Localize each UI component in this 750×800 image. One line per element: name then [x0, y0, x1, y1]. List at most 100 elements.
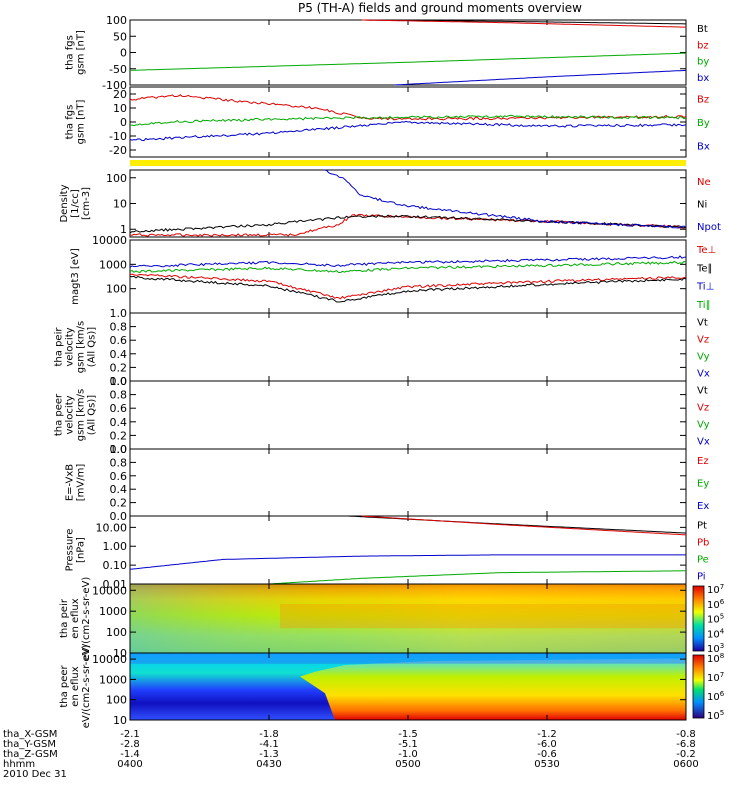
legend-label-Vy: Vy [697, 352, 710, 363]
spectrogram-hot-region [300, 658, 686, 720]
y-axis-label-line: eV/(cm2-s-sr-eV) [81, 645, 92, 729]
colorbar-label: 105 [707, 613, 724, 626]
legend-label-Ey: Ey [697, 479, 709, 490]
legend-label-Ni: Ni [697, 200, 707, 211]
y-tick-label: 100 [106, 172, 127, 185]
y-axis-label-line: [nPa] [76, 537, 87, 563]
legend-label-Vz: Vz [697, 335, 709, 346]
panel-8: 10.00 1.00 0.10 0.01 Pressure [nPa] Pt Pb Pe Pi [65, 515, 709, 591]
series-line-Pi [129, 554, 686, 570]
plot-title: P5 (TH-A) fields and ground moments over… [298, 1, 582, 15]
y-tick-label: 100 [106, 626, 127, 639]
panel-3: 100 10 1 Density [1/cc] [cm-3] Ne Ni Npot [59, 169, 721, 238]
y-tick-label: 0.2 [110, 361, 128, 374]
y-axis-label-line: tha fgs [65, 105, 76, 140]
y-axis-label: tha fgs gsm [nT] [65, 30, 87, 75]
time-axis-value: -0.2 [676, 749, 696, 760]
y-axis-label-line: tha peer [59, 664, 70, 707]
y-axis-label: Density [1/cc] [cm-3] [59, 184, 92, 222]
y-tick-label: 0.4 [110, 483, 128, 496]
y-axis-label-line: velocity [65, 327, 76, 366]
time-axis-value: -1.5 [398, 729, 418, 740]
series-line-Te⊥ [129, 273, 687, 300]
legend-label-Ez: Ez [697, 456, 709, 467]
series-line-by [129, 52, 686, 71]
y-tick-label: 100 [106, 14, 127, 27]
panel-frame [129, 239, 687, 314]
series-line-Ti⊥ [129, 255, 687, 268]
y-tick-label: -10 [109, 130, 127, 143]
y-tick-label: -20 [109, 144, 127, 157]
time-axis-row-label: tha_Z-GSM [3, 749, 58, 760]
y-axis-label-line: tha peir [59, 598, 70, 638]
time-axis-value: 0530 [534, 759, 559, 770]
y-tick-label: 0.4 [110, 416, 128, 429]
y-axis-label: tha peer velocity gsm [km/s (All Qs)] [54, 389, 98, 442]
legend-label-Vx: Vx [697, 437, 710, 448]
panel-1: 100 50 0 -50 -100 tha fgs gsm [nT] Bt bz by bx [65, 14, 710, 92]
time-axis-value: -1.3 [259, 749, 279, 760]
legend-label-Ti∥: Ti∥ [696, 300, 711, 311]
y-tick-label: -100 [102, 79, 127, 92]
y-axis-label-line: [cm-3] [81, 187, 92, 220]
y-tick-label: 0 [120, 47, 127, 60]
y-tick-label: 100 [106, 694, 127, 707]
y-tick-label: 10000 [92, 584, 127, 597]
legend-label-Pt: Pt [697, 521, 707, 532]
time-axis-value: -1.2 [537, 729, 557, 740]
series-line-Ti∥ [129, 260, 687, 274]
time-axis-value: -4.1 [259, 739, 279, 750]
y-axis-label-line: Density [59, 184, 70, 222]
y-tick-label: 0 [120, 116, 127, 129]
y-axis-label: E=-VxB [mV/m] [65, 464, 87, 502]
legend-label-Ex: Ex [697, 501, 709, 512]
y-tick-label: 10 [113, 647, 127, 660]
legend-label-Pe: Pe [697, 555, 709, 566]
series-line-Bz [129, 94, 687, 121]
legend-label-bx: bx [697, 73, 709, 84]
legend-label-by: by [697, 57, 709, 68]
y-tick-label: 1.0 [110, 443, 128, 456]
y-tick-label: 1000 [99, 673, 127, 686]
legend-label-Pb: Pb [697, 538, 709, 549]
colorbar-label: 105 [707, 709, 724, 722]
y-axis-label-line: velocity [65, 395, 76, 434]
y-axis-label-line: tha fgs [65, 35, 76, 70]
legend-label-bz: bz [697, 40, 709, 51]
time-axis-value: -2.1 [120, 729, 140, 740]
y-axis-label-line: [mV/m] [76, 464, 87, 502]
y-axis-label: tha peir velocity gsm [km/s (All Qs)] [54, 321, 98, 374]
y-tick-label: 1000 [99, 605, 127, 618]
y-tick-label: 0.8 [110, 321, 128, 334]
series-line-bx [394, 69, 687, 86]
y-tick-label: 1.0 [110, 307, 128, 320]
y-tick-label: 10 [113, 102, 127, 115]
y-tick-label: 0.2 [110, 429, 128, 442]
y-tick-label: 0.0 [110, 510, 128, 523]
y-tick-label: 0.2 [110, 497, 128, 510]
time-axis-value: -5.1 [398, 739, 418, 750]
data-availability-bar [130, 160, 686, 166]
y-tick-label: 1.0 [110, 375, 128, 388]
legend-label-Vt: Vt [697, 386, 708, 397]
colorbar-label: 106 [707, 598, 725, 611]
y-axis-label-line: (All Qs)] [87, 395, 98, 435]
y-tick-label: -50 [109, 63, 127, 76]
time-axis-value: -1.4 [120, 749, 140, 760]
time-axis-value: 0500 [395, 759, 420, 770]
y-tick-label: 100 [106, 283, 127, 296]
y-tick-label: 0.0 [110, 375, 128, 388]
panel-frame [129, 169, 687, 238]
y-axis-label: tha peer en eflux eV/(cm2-s-sr-eV) [59, 645, 92, 729]
spectrogram-enhancement [280, 604, 686, 629]
panel-4: 10000 1000 100 magt3 [eV] Te⊥ Te∥ Ti⊥ Ti∥ [70, 234, 716, 314]
y-axis-label-line: Pressure [65, 529, 76, 572]
y-tick-label: 0.01 [103, 578, 128, 591]
legend-label-Vz: Vz [697, 403, 709, 414]
legend-label-Te∥: Te∥ [696, 263, 713, 274]
y-axis-label-line: en eflux [70, 598, 81, 638]
time-axis-row-label: tha_Y-GSM [3, 739, 56, 750]
